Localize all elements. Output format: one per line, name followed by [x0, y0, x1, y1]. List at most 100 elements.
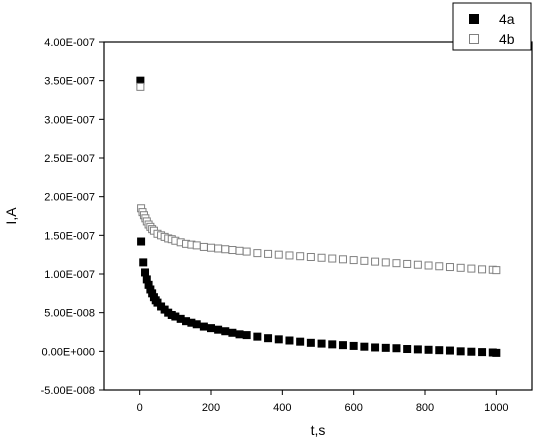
point-4a [274, 335, 283, 344]
x-tick-label: 1000 [484, 402, 508, 414]
point-4a [467, 347, 476, 356]
point-4a [253, 332, 262, 341]
legend-label-4a: 4a [499, 11, 515, 27]
point-4a [142, 275, 151, 284]
y-tick-label: 2.00E-007 [44, 192, 95, 204]
point-4a [285, 336, 294, 345]
y-axis-title: I,A [3, 207, 19, 225]
point-4a [228, 328, 237, 337]
point-4a [478, 348, 487, 357]
point-4b [445, 263, 454, 272]
point-4a [392, 344, 401, 353]
y-axis: -5.00E-008 0.00E+000 5.00E-008 1.00E-007 1.5… [41, 37, 104, 397]
point-4b [371, 257, 380, 266]
point-4b [424, 261, 433, 270]
point-4a [445, 346, 454, 355]
point-4b [242, 247, 251, 256]
point-4b [264, 249, 273, 258]
point-4b [328, 254, 337, 263]
point-4b [274, 250, 283, 259]
point-4b [235, 246, 244, 255]
point-4a [221, 327, 230, 336]
point-4b [478, 265, 487, 274]
y-tick-label: 0.00E+000 [41, 346, 95, 358]
point-4a [456, 347, 465, 356]
point-4a [187, 318, 196, 327]
point-4b [403, 259, 412, 268]
point-4a [192, 320, 201, 329]
y-tick-label: 4.00E-007 [44, 37, 95, 49]
point-4b [296, 252, 305, 261]
point-4a [492, 348, 501, 357]
point-4b [207, 243, 215, 252]
point-4a [435, 346, 444, 355]
plot-frame [103, 41, 533, 391]
point-4a [349, 341, 358, 350]
point-4a [413, 345, 422, 354]
x-tick-label: 800 [416, 402, 434, 414]
point-4b [192, 241, 201, 250]
y-tick-label: 3.00E-007 [44, 114, 95, 126]
y-tick-label: 5.00E-008 [44, 308, 95, 320]
series-4a [136, 76, 501, 357]
point-4a [328, 340, 337, 349]
point-4a [207, 324, 215, 333]
x-tick-label: 400 [273, 402, 291, 414]
x-axis-title: t,s [311, 422, 326, 438]
point-4b [228, 246, 237, 255]
point-4b [381, 258, 390, 267]
point-4a [317, 339, 326, 348]
point-4a [214, 325, 223, 334]
point-4a [144, 280, 153, 289]
point-4a [182, 317, 191, 326]
point-4a [171, 312, 180, 321]
y-tick-label: 2.50E-007 [44, 153, 95, 165]
point-4b [413, 260, 422, 269]
point-4b [392, 259, 401, 268]
point-4a [264, 334, 273, 343]
point-4b [221, 245, 230, 254]
legend: 4a 4b [452, 2, 532, 51]
series-layer [136, 76, 501, 357]
y-tick-label: 3.50E-007 [44, 76, 95, 88]
point-4b [199, 242, 208, 251]
point-4a [141, 268, 150, 277]
point-4b [360, 256, 369, 265]
x-tick-label: 600 [344, 402, 362, 414]
point-4b [317, 253, 326, 262]
point-4a [381, 343, 390, 352]
point-4a [176, 314, 185, 323]
point-4a [242, 331, 251, 340]
x-tick-label: 0 [137, 402, 143, 414]
point-4a [199, 322, 208, 331]
point-4b [253, 249, 262, 258]
point-4a [136, 76, 145, 85]
point-4a [296, 337, 305, 346]
y-tick-label: 1.50E-007 [44, 230, 95, 242]
point-4a [424, 345, 433, 354]
point-4b [214, 244, 223, 253]
x-tick-label: 200 [202, 402, 220, 414]
point-4b [467, 264, 476, 273]
point-4a [338, 341, 347, 350]
point-4b [456, 263, 465, 272]
point-4a [403, 345, 412, 354]
legend-label-4b: 4b [499, 31, 515, 47]
point-4b [306, 252, 315, 261]
point-4a [306, 338, 315, 347]
series-4b [136, 82, 501, 275]
point-4b [136, 82, 145, 91]
point-4b [349, 256, 358, 265]
point-4b [338, 255, 347, 264]
point-4b [492, 266, 501, 275]
point-4b [285, 251, 294, 260]
point-4a [139, 258, 148, 267]
legend-marker-4a [469, 14, 479, 24]
y-tick-label: -5.00E-008 [41, 385, 95, 397]
x-axis: 0 200 400 600 800 1000 [137, 390, 509, 414]
legend-box [452, 2, 532, 51]
point-4a [137, 237, 146, 246]
point-4b [435, 262, 444, 271]
point-4a [235, 330, 244, 339]
